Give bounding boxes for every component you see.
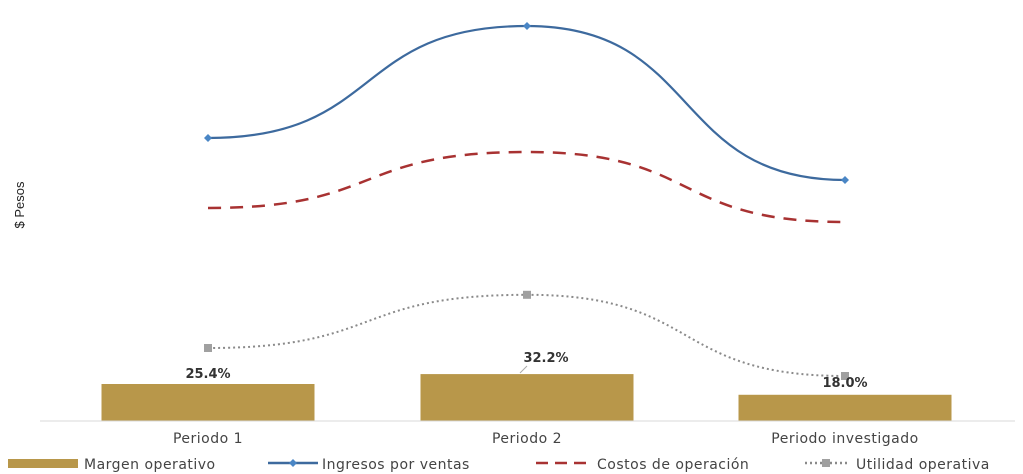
bar-2 (420, 374, 634, 421)
x-tick-label-3: Periodo investigado (771, 431, 918, 447)
legend-marker-utilidad (822, 459, 830, 467)
bar-data-label-3: 18.0% (822, 376, 867, 391)
bar-data-label-leader (519, 365, 528, 374)
line-series-2 (207, 150, 846, 224)
marker-series-3-point-1 (204, 344, 212, 352)
marker-series-1-point-2 (523, 22, 531, 30)
x-tick-label-1: Periodo 1 (173, 431, 243, 447)
marker-series-1-point-3 (841, 176, 849, 184)
legend-label-margen: Margen operativo (84, 457, 216, 473)
marker-series-3-point-2 (523, 290, 531, 299)
bar-1 (101, 384, 315, 421)
legend-label-utilidad: Utilidad operativa (856, 457, 990, 473)
marker-series-1-point-1 (204, 134, 212, 142)
legend: Margen operativo Ingresos por ventas Cos… (8, 457, 990, 473)
line-series-1 (207, 24, 846, 182)
y-axis-label: $ Pesos (12, 181, 27, 228)
legend-label-ingresos: Ingresos por ventas (322, 457, 470, 473)
lines-group (204, 22, 849, 380)
legend-marker-ingresos (289, 459, 297, 467)
marker-series-3-point-3 (841, 372, 849, 380)
legend-swatch-margen (8, 459, 78, 468)
x-tick-label-2: Periodo 2 (492, 431, 562, 447)
bar-3 (738, 394, 952, 421)
bars-group (101, 374, 952, 421)
bar-data-label-1: 25.4% (185, 367, 230, 382)
legend-label-costos: Costos de operación (597, 457, 749, 473)
bar-data-label-2: 32.2% (523, 351, 568, 366)
